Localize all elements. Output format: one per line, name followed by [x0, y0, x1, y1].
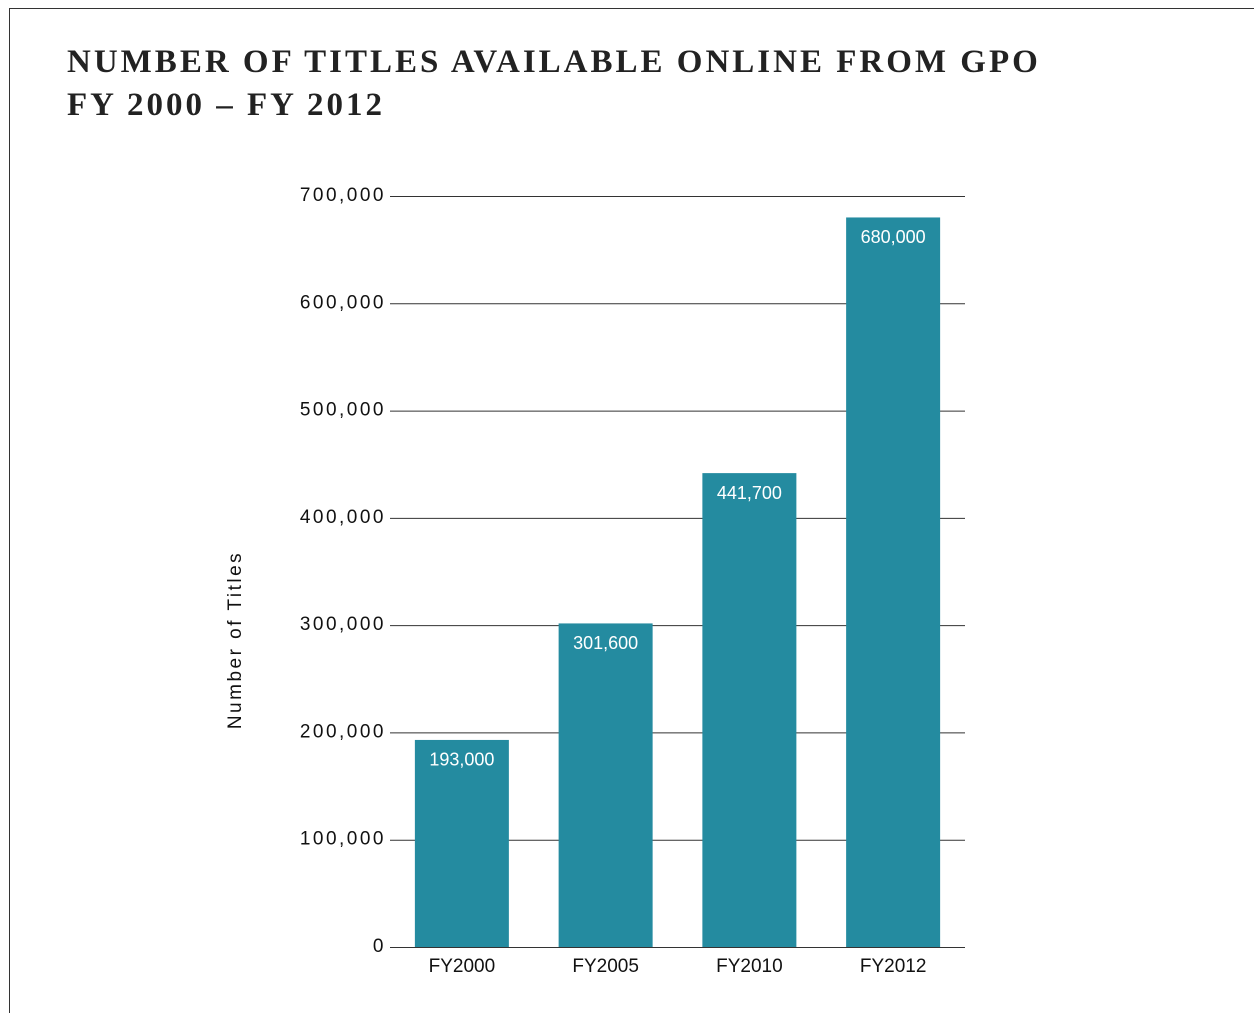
x-tick-label: FY2005 — [572, 956, 639, 977]
y-axis-label: Number of Titles — [225, 551, 246, 729]
y-tick-label: 200,000 — [300, 721, 386, 742]
value-label: 441,700 — [717, 483, 782, 503]
chart-subtitle: FY 2000 – FY 2012 — [67, 87, 385, 123]
y-tick-label: 600,000 — [300, 292, 386, 313]
bar — [414, 739, 509, 947]
y-tick-label: 100,000 — [300, 829, 386, 850]
y-tick-label: 300,000 — [300, 614, 386, 635]
value-label: 301,600 — [573, 633, 638, 653]
y-tick-label: 400,000 — [300, 507, 386, 528]
value-label: 193,000 — [429, 750, 494, 770]
y-tick-label: 700,000 — [300, 185, 386, 206]
x-tick-label: FY2000 — [429, 956, 496, 977]
y-tick-label: 0 — [373, 936, 386, 957]
bar — [846, 217, 941, 947]
chart-title: NUMBER OF TITLES AVAILABLE ONLINE FROM G… — [67, 44, 1041, 80]
frame — [9, 8, 1254, 1013]
x-tick-label: FY2010 — [716, 956, 783, 977]
bar — [702, 473, 797, 947]
y-tick-label: 500,000 — [300, 400, 386, 421]
x-tick-label: FY2012 — [860, 956, 927, 977]
bar — [558, 623, 653, 947]
value-label: 680,000 — [861, 227, 926, 247]
